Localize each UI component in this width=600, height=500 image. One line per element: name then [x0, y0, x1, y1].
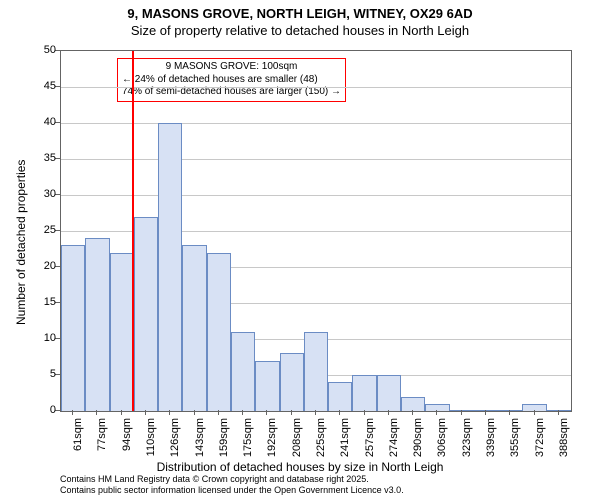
x-tick: [266, 410, 267, 415]
histogram-bar: [425, 404, 449, 411]
x-axis-title: Distribution of detached houses by size …: [0, 460, 600, 474]
x-tick: [145, 410, 146, 415]
x-tick-label: 143sqm: [194, 418, 206, 458]
y-tick-label: 0: [50, 404, 56, 416]
y-tick-label: 25: [44, 224, 56, 236]
annotation-line-1: 9 MASONS GROVE: 100sqm: [122, 61, 341, 74]
y-tick-label: 20: [44, 260, 56, 272]
chart-container: 9, MASONS GROVE, NORTH LEIGH, WITNEY, OX…: [0, 0, 600, 500]
histogram-bar: [547, 410, 571, 411]
reference-line: [132, 51, 134, 411]
x-tick-label: 241sqm: [339, 418, 351, 458]
x-tick-label: 159sqm: [218, 418, 230, 458]
x-tick: [242, 410, 243, 415]
histogram-bar: [110, 253, 134, 411]
histogram-bar: [498, 410, 522, 411]
x-tick: [412, 410, 413, 415]
grid-line: [61, 159, 571, 160]
x-tick: [315, 410, 316, 415]
histogram-bar: [207, 253, 231, 411]
histogram-bar: [182, 245, 206, 411]
x-tick: [218, 410, 219, 415]
x-tick-label: 110sqm: [145, 418, 157, 458]
x-tick: [534, 410, 535, 415]
y-tick-label: 45: [44, 80, 56, 92]
histogram-bar: [450, 410, 474, 411]
x-tick: [388, 410, 389, 415]
y-tick-label: 30: [44, 188, 56, 200]
x-tick: [558, 410, 559, 415]
footer-line-1: Contains HM Land Registry data © Crown c…: [60, 474, 404, 485]
histogram-bar: [158, 123, 182, 411]
x-tick: [364, 410, 365, 415]
x-tick-label: 388sqm: [558, 418, 570, 458]
x-tick-label: 225sqm: [315, 418, 327, 458]
histogram-bar: [304, 332, 328, 411]
x-tick-label: 208sqm: [291, 418, 303, 458]
plot-area: 9 MASONS GROVE: 100sqm ← 24% of detached…: [60, 50, 572, 412]
x-tick: [461, 410, 462, 415]
grid-line: [61, 123, 571, 124]
x-tick: [485, 410, 486, 415]
x-tick-label: 355sqm: [509, 418, 521, 458]
x-tick: [72, 410, 73, 415]
histogram-bar: [255, 361, 279, 411]
x-tick-label: 77sqm: [96, 418, 108, 458]
x-tick: [194, 410, 195, 415]
y-tick-label: 5: [50, 368, 56, 380]
x-tick-label: 339sqm: [485, 418, 497, 458]
grid-line: [61, 87, 571, 88]
chart-subtitle: Size of property relative to detached ho…: [0, 23, 600, 40]
footer-line-2: Contains public sector information licen…: [60, 485, 404, 496]
histogram-bar: [352, 375, 376, 411]
histogram-bar: [85, 238, 109, 411]
x-tick-label: 175sqm: [242, 418, 254, 458]
footer-text: Contains HM Land Registry data © Crown c…: [60, 474, 404, 497]
x-tick-label: 290sqm: [412, 418, 424, 458]
chart-title: 9, MASONS GROVE, NORTH LEIGH, WITNEY, OX…: [0, 0, 600, 23]
x-tick: [121, 410, 122, 415]
y-tick-label: 50: [44, 44, 56, 56]
x-tick: [291, 410, 292, 415]
histogram-bar: [134, 217, 158, 411]
annotation-line-2: ← 24% of detached houses are smaller (48…: [122, 74, 341, 87]
x-tick: [509, 410, 510, 415]
grid-line: [61, 195, 571, 196]
histogram-bar: [61, 245, 85, 411]
x-tick: [436, 410, 437, 415]
y-axis-title: Number of detached properties: [14, 160, 28, 325]
y-tick-label: 40: [44, 116, 56, 128]
x-tick: [96, 410, 97, 415]
x-tick-label: 274sqm: [388, 418, 400, 458]
x-tick-label: 94sqm: [121, 418, 133, 458]
histogram-bar: [328, 382, 352, 411]
x-tick-label: 372sqm: [534, 418, 546, 458]
histogram-bar: [231, 332, 255, 411]
histogram-bar: [280, 353, 304, 411]
x-tick-label: 257sqm: [364, 418, 376, 458]
x-tick-label: 192sqm: [266, 418, 278, 458]
histogram-bar: [401, 397, 425, 411]
y-tick-label: 10: [44, 332, 56, 344]
x-tick-label: 126sqm: [169, 418, 181, 458]
x-tick-label: 306sqm: [436, 418, 448, 458]
x-tick-label: 61sqm: [72, 418, 84, 458]
annotation-box: 9 MASONS GROVE: 100sqm ← 24% of detached…: [117, 58, 346, 102]
y-tick-label: 35: [44, 152, 56, 164]
histogram-bar: [522, 404, 546, 411]
x-tick-label: 323sqm: [461, 418, 473, 458]
x-tick: [339, 410, 340, 415]
y-tick-label: 15: [44, 296, 56, 308]
histogram-bar: [377, 375, 401, 411]
x-tick: [169, 410, 170, 415]
